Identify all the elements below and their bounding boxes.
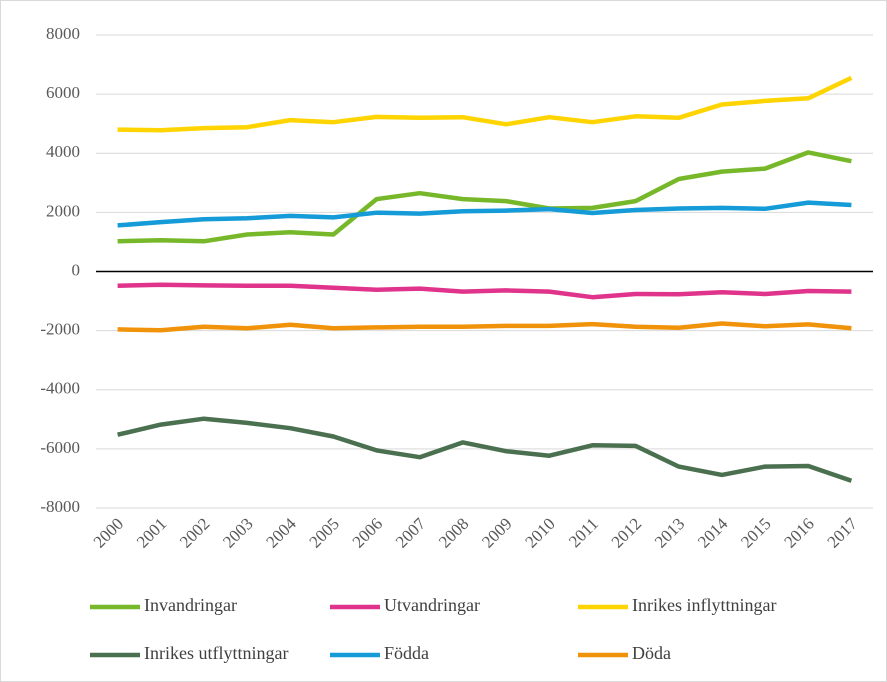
series-line (117, 150, 852, 244)
y-tick-label: -6000 (40, 438, 80, 457)
series-line (117, 200, 852, 228)
y-tick-label: -4000 (40, 379, 80, 398)
y-tick-label: -2000 (40, 320, 80, 339)
series-line (117, 75, 853, 133)
legend-label: Utvandringar (384, 595, 480, 615)
series-line (117, 282, 852, 300)
legend-label: Inrikes utflyttningar (144, 643, 288, 663)
series-line (117, 416, 853, 483)
y-tick-label: -8000 (40, 497, 80, 516)
y-tick-label: 2000 (46, 201, 80, 220)
y-tick-label: 4000 (46, 142, 80, 161)
y-tick-label: 8000 (46, 24, 80, 43)
legend-label: Födda (384, 643, 429, 663)
y-tick-label: 6000 (46, 83, 80, 102)
legend-label: Invandringar (144, 595, 237, 615)
y-tick-label: 0 (72, 260, 81, 279)
legend-label: Inrikes inflyttningar (632, 595, 776, 615)
series-line (117, 321, 852, 333)
legend-label: Döda (632, 643, 671, 663)
